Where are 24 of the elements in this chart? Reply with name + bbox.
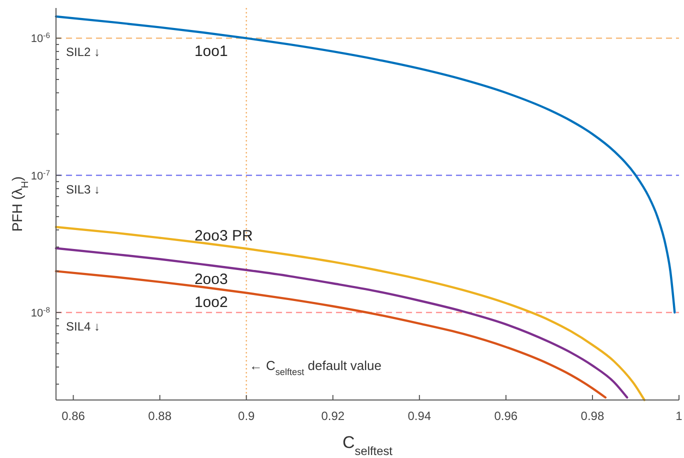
line-series — [54, 226, 646, 402]
x-tick-label: 0.96 — [494, 409, 518, 423]
x-axis-title: C$_{selftest}$ — [342, 433, 394, 458]
ref-line-label: SIL4 ↓ — [66, 319, 100, 334]
y-tick-label: 10$^{-8}$ — [30, 304, 50, 320]
series-label: 1oo1 — [194, 43, 228, 60]
ref-line-label: SIL3 ↓ — [66, 182, 100, 196]
line-series — [54, 247, 628, 399]
line-series — [54, 270, 607, 399]
line-series — [54, 15, 676, 314]
ref-line-label: ← C$_{selftest}$ default value — [249, 358, 382, 377]
series-label: 2oo3 — [194, 271, 228, 288]
ref-line-label: SIL2 ↓ — [66, 45, 100, 60]
x-tick-label: 0.94 — [408, 409, 432, 423]
x-tick-label: 0.88 — [148, 409, 172, 423]
x-tick-label: 0.9 — [238, 409, 256, 423]
x-tick-label: 0.86 — [62, 409, 86, 423]
series-label: 2oo3 PR — [194, 228, 253, 245]
series-label: 1oo2 — [194, 294, 228, 311]
x-tick-label: 0.98 — [580, 409, 604, 423]
y-tick-label: 10$^{-6}$ — [30, 30, 50, 46]
x-tick-label: 0.92 — [321, 409, 345, 423]
y-tick-label: 10$^{-7}$ — [30, 168, 50, 182]
x-tick-label: 1 — [676, 409, 683, 423]
